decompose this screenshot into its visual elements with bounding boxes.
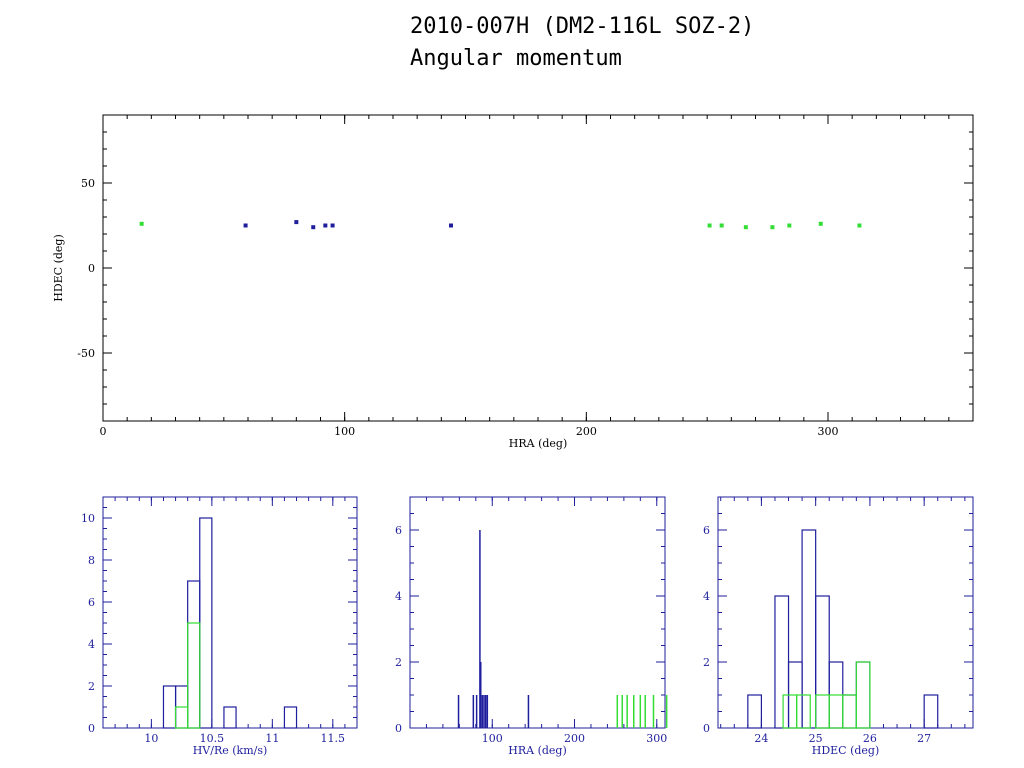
chart-title: 2010-007H (DM2-116L SOZ-2): [410, 14, 755, 39]
x-tick-label: 0: [100, 425, 107, 438]
histogram-bar-green: [187, 622, 201, 729]
histogram-bar-blue: [815, 595, 830, 729]
y-tick-label: -50: [77, 347, 95, 360]
x-tick-label: 200: [576, 425, 597, 438]
histogram-bar-green: [815, 694, 830, 729]
data-point-green: [743, 225, 748, 230]
data-point-green: [707, 223, 712, 228]
x-axis-label: HRA (deg): [509, 437, 568, 450]
data-point-blue: [449, 223, 453, 228]
data-point-green: [770, 225, 775, 230]
y-tick-label: 0: [88, 262, 95, 275]
x-tick-label: 100: [482, 732, 503, 745]
data-point-blue: [323, 223, 328, 228]
y-tick-label: 2: [88, 680, 95, 693]
x-tick-label: 10: [144, 732, 158, 745]
histogram-bar-blue: [774, 595, 790, 729]
x-tick-label: 100: [334, 425, 355, 438]
x-tick-label: 25: [809, 732, 823, 745]
histogram-bar-green: [855, 661, 871, 729]
x-tick-label: 11: [265, 732, 279, 745]
x-tick-label: 26: [863, 732, 877, 745]
histogram-bar-green: [174, 706, 189, 729]
plot-frame: [102, 496, 358, 729]
histogram-bar-green: [842, 694, 857, 729]
y-tick-label: 50: [81, 177, 95, 190]
x-tick-label: 300: [646, 732, 667, 745]
y-tick-label: 4: [88, 638, 95, 651]
plot-frame: [717, 496, 974, 729]
histogram-bar-blue: [855, 661, 871, 729]
y-tick-label: 0: [703, 722, 710, 735]
histogram-bar-blue: [283, 706, 298, 729]
data-point-blue: [243, 223, 248, 228]
y-tick-label: 4: [395, 590, 402, 603]
x-tick-label: 11.5: [321, 732, 346, 745]
plot-frame: [409, 496, 666, 729]
histogram-bar-blue: [199, 517, 213, 729]
histogram-bar-blue: [187, 580, 201, 729]
data-point-blue: [311, 225, 316, 230]
histogram-bar-green: [782, 694, 798, 729]
data-point-green: [787, 223, 792, 228]
x-tick-label: 27: [917, 732, 931, 745]
y-tick-label: 6: [395, 524, 402, 537]
histogram-bar-blue: [801, 529, 817, 729]
chart-subtitle: Angular momentum: [410, 46, 622, 71]
histogram-bar-blue: [747, 694, 763, 729]
data-point-blue: [294, 220, 299, 225]
y-tick-label: 6: [88, 596, 95, 609]
y-tick-label: 0: [88, 722, 95, 735]
data-point-green: [139, 221, 144, 226]
y-axis-label: HDEC (deg): [52, 234, 65, 302]
histogram-bar-blue: [923, 694, 939, 729]
y-tick-label: 0: [395, 722, 402, 735]
x-axis-label: HRA (deg): [508, 744, 567, 757]
y-tick-label: 4: [703, 590, 710, 603]
y-tick-label: 2: [395, 656, 402, 669]
data-point-green: [857, 223, 862, 228]
x-axis-label: HV/Re (km/s): [193, 744, 268, 757]
y-tick-label: 8: [88, 554, 95, 567]
data-point-green: [719, 223, 724, 228]
x-axis-label: HDEC (deg): [812, 744, 880, 757]
histogram-bar-blue: [842, 694, 857, 729]
x-tick-label: 300: [818, 425, 839, 438]
data-point-green: [818, 221, 823, 226]
y-tick-label: 6: [703, 524, 710, 537]
x-tick-label: 200: [564, 732, 585, 745]
plot-frame: [102, 114, 974, 422]
histogram-bar-blue: [223, 706, 237, 729]
x-tick-label: 24: [754, 732, 768, 745]
data-point-blue: [330, 223, 335, 228]
histogram-bar-green: [828, 694, 844, 729]
x-tick-label: 10.5: [200, 732, 225, 745]
histogram-bar-blue: [162, 685, 177, 729]
y-tick-label: 10: [81, 512, 95, 525]
y-tick-label: 2: [703, 656, 710, 669]
histogram-bar-green: [796, 694, 811, 729]
